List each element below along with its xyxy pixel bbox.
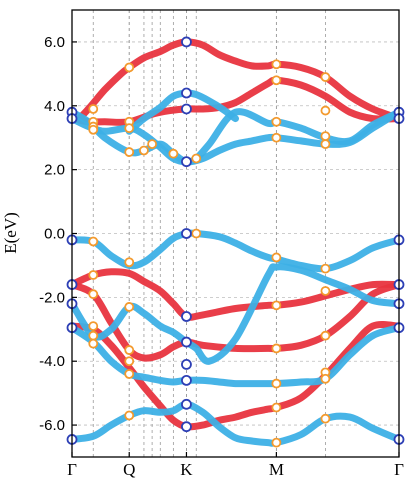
crossing-marker-16 bbox=[320, 72, 331, 82]
y-tick-label: -4.0 bbox=[39, 353, 65, 370]
crossing-marker-34 bbox=[271, 300, 282, 311]
y-tick-label: 4.0 bbox=[44, 98, 65, 115]
crossing-marker-20 bbox=[88, 236, 99, 247]
crossing-marker-24 bbox=[320, 263, 331, 274]
crossing-marker-8 bbox=[139, 145, 149, 156]
crossing-marker-6 bbox=[124, 123, 135, 134]
crossing-marker-14 bbox=[271, 116, 282, 127]
band-line-red-7 bbox=[68, 281, 403, 362]
crossing-marker-23 bbox=[271, 252, 282, 263]
crossing-marker-40 bbox=[320, 373, 331, 384]
crossing-marker-35 bbox=[271, 343, 282, 354]
crossing-marker-19 bbox=[320, 139, 331, 150]
high-symmetry-marker-10 bbox=[181, 156, 192, 168]
crossing-marker-33 bbox=[124, 369, 135, 379]
crossing-marker-36 bbox=[271, 378, 282, 389]
crossing-marker-30 bbox=[124, 302, 135, 312]
crossing-marker-44 bbox=[320, 413, 331, 424]
crossing-marker-29 bbox=[88, 338, 99, 349]
band-line-red-6 bbox=[68, 268, 403, 321]
crossing-marker-22 bbox=[191, 228, 202, 239]
y-tick-label: -2.0 bbox=[39, 289, 65, 306]
high-symmetry-marker-7 bbox=[181, 36, 192, 48]
high-symmetry-marker-11 bbox=[181, 228, 192, 239]
kpoint-label: Γ bbox=[67, 460, 77, 479]
y-tick-label: 6.0 bbox=[44, 34, 65, 51]
y-tick-label: -6.0 bbox=[39, 417, 65, 434]
kpoint-label: Γ bbox=[394, 460, 404, 479]
crossing-marker-42 bbox=[271, 402, 282, 413]
crossing-marker-27 bbox=[88, 321, 99, 331]
crossing-marker-31 bbox=[124, 345, 135, 355]
high-symmetry-marker-12 bbox=[181, 311, 192, 322]
band-markers bbox=[66, 36, 405, 448]
crossing-marker-26 bbox=[88, 289, 99, 300]
high-symmetry-marker-14 bbox=[181, 359, 192, 370]
crossing-marker-28 bbox=[88, 330, 99, 341]
crossing-marker-43 bbox=[271, 437, 282, 448]
crossing-marker-0 bbox=[88, 104, 99, 114]
crossing-marker-41 bbox=[124, 410, 135, 421]
high-symmetry-marker-9 bbox=[181, 103, 192, 115]
crossing-marker-17 bbox=[320, 105, 331, 116]
crossing-marker-7 bbox=[124, 147, 135, 157]
band-line-red-0 bbox=[68, 38, 403, 123]
kpoint-label: M bbox=[269, 460, 284, 479]
crossing-marker-32 bbox=[124, 356, 135, 367]
y-tick-label: 2.0 bbox=[44, 162, 65, 179]
kpoint-label: K bbox=[180, 460, 193, 479]
kpoint-label: Q bbox=[123, 460, 135, 479]
high-symmetry-marker-16 bbox=[181, 398, 192, 410]
crossing-marker-25 bbox=[88, 270, 99, 280]
crossing-marker-13 bbox=[271, 75, 282, 86]
axis-ticks: 6.0 4.0 2.0 0.0 -2.0 -4.0 -6.0 Γ Q K M Γ bbox=[39, 34, 404, 479]
crossing-marker-10 bbox=[168, 148, 179, 159]
crossing-marker-18 bbox=[320, 131, 331, 142]
crossing-marker-3 bbox=[88, 124, 99, 135]
high-symmetry-marker-17 bbox=[181, 421, 192, 433]
high-symmetry-marker-15 bbox=[181, 374, 192, 386]
high-symmetry-marker-13 bbox=[181, 336, 192, 348]
crossing-marker-21 bbox=[124, 257, 135, 268]
y-tick-label: 0.0 bbox=[44, 226, 65, 243]
crossing-marker-12 bbox=[271, 59, 282, 70]
crossing-marker-38 bbox=[320, 330, 331, 341]
y-axis-label: E(eV) bbox=[1, 212, 20, 254]
crossing-marker-15 bbox=[271, 132, 282, 143]
crossing-marker-11 bbox=[191, 153, 202, 164]
crossing-marker-4 bbox=[124, 62, 135, 73]
high-symmetry-marker-8 bbox=[181, 87, 192, 99]
crossing-marker-37 bbox=[320, 286, 331, 296]
crossing-marker-9 bbox=[147, 139, 158, 150]
